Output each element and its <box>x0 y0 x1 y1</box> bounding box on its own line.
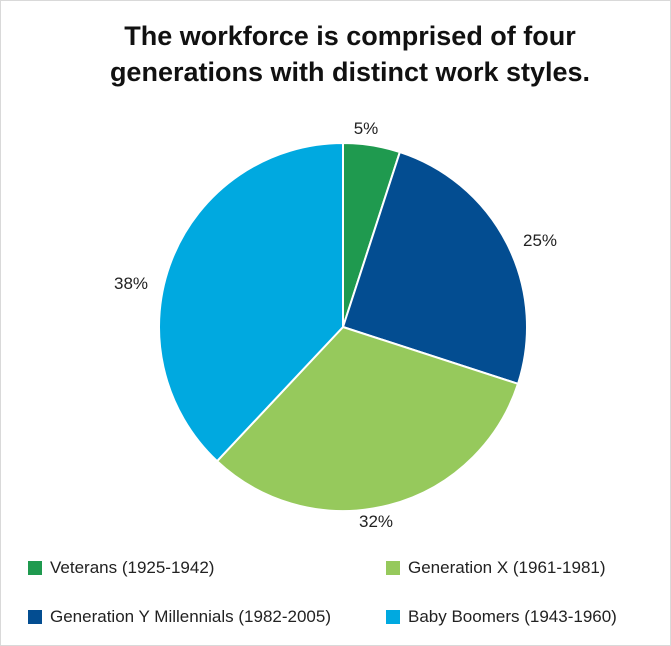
legend-item-baby-boomers: Baby Boomers (1943-1960) <box>386 606 617 628</box>
legend-label-generation-y: Generation Y Millennials (1982-2005) <box>50 607 331 626</box>
pie-slice-generation-x-1961-1981 <box>215 325 520 512</box>
legend-item-generation-x: Generation X (1961-1981) <box>386 557 606 579</box>
legend-label-generation-x: Generation X (1961-1981) <box>408 558 606 577</box>
legend-swatch-veterans <box>28 561 42 575</box>
pie-label-generation-y-millennials-1982-2005: 25% <box>523 231 557 250</box>
legend-swatch-generation-y <box>28 610 42 624</box>
pie-label-generation-x-1961-1981: 32% <box>359 512 393 531</box>
chart-title: The workforce is comprised of four gener… <box>40 18 660 90</box>
legend-item-generation-y: Generation Y Millennials (1982-2005) <box>28 606 331 628</box>
legend-label-baby-boomers: Baby Boomers (1943-1960) <box>408 607 617 626</box>
pie-slice-baby-boomers-1943-1960 <box>158 141 344 463</box>
legend-label-veterans: Veterans (1925-1942) <box>50 558 215 577</box>
legend-swatch-generation-x <box>386 561 400 575</box>
legend-swatch-baby-boomers <box>386 610 400 624</box>
chart-title-line-1: The workforce is comprised of four <box>124 21 576 51</box>
legend-item-veterans: Veterans (1925-1942) <box>28 557 214 579</box>
pie-label-veterans-1925-1942: 5% <box>354 119 379 138</box>
pie-label-baby-boomers-1943-1960: 38% <box>114 274 148 293</box>
chart-title-line-2: generations with distinct work styles. <box>109 57 591 87</box>
pie-slice-generation-y-millennials-1982-2005 <box>341 150 528 386</box>
